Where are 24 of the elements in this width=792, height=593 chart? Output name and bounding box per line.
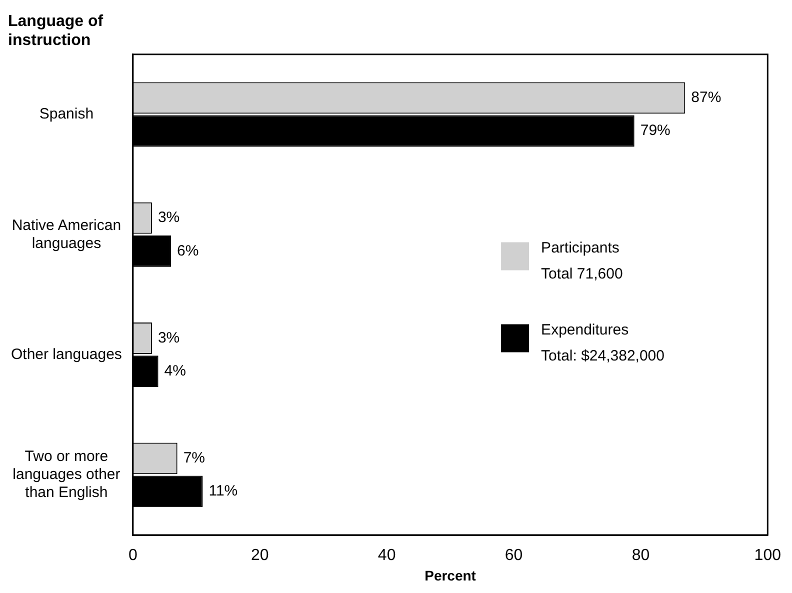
x-tick-label: 60 bbox=[504, 547, 523, 564]
annotation: Total: $24,382,000 bbox=[541, 347, 664, 364]
data-label: 3% bbox=[158, 209, 180, 226]
y-tick-label: Native American languages bbox=[12, 216, 122, 252]
x-tick-label: 40 bbox=[378, 547, 396, 564]
y-tick-label: Two or more languages other than English bbox=[12, 448, 120, 502]
data-label: 87% bbox=[691, 89, 722, 106]
y-tick-label: Other languages bbox=[10, 346, 122, 363]
data-label: 11% bbox=[208, 482, 238, 500]
data-label: 6% bbox=[176, 242, 199, 260]
data-label: 4% bbox=[164, 362, 186, 380]
data-label: 3% bbox=[158, 329, 180, 346]
chart-title: Language of instruction bbox=[8, 13, 104, 50]
annotation: Total 71,600 bbox=[541, 265, 623, 282]
legend-label: Expenditures bbox=[541, 321, 629, 338]
x-tick-label: 80 bbox=[632, 547, 650, 564]
data-label: 79% bbox=[640, 122, 670, 140]
x-tick-label: 100 bbox=[754, 547, 782, 564]
y-tick-label: Spanish bbox=[39, 106, 94, 123]
legend-label: Participants bbox=[541, 239, 620, 256]
x-tick-label: 20 bbox=[250, 547, 269, 564]
x-axis-title: Percent bbox=[424, 567, 476, 584]
x-tick-label: 0 bbox=[128, 547, 138, 564]
data-label: 7% bbox=[183, 450, 206, 467]
